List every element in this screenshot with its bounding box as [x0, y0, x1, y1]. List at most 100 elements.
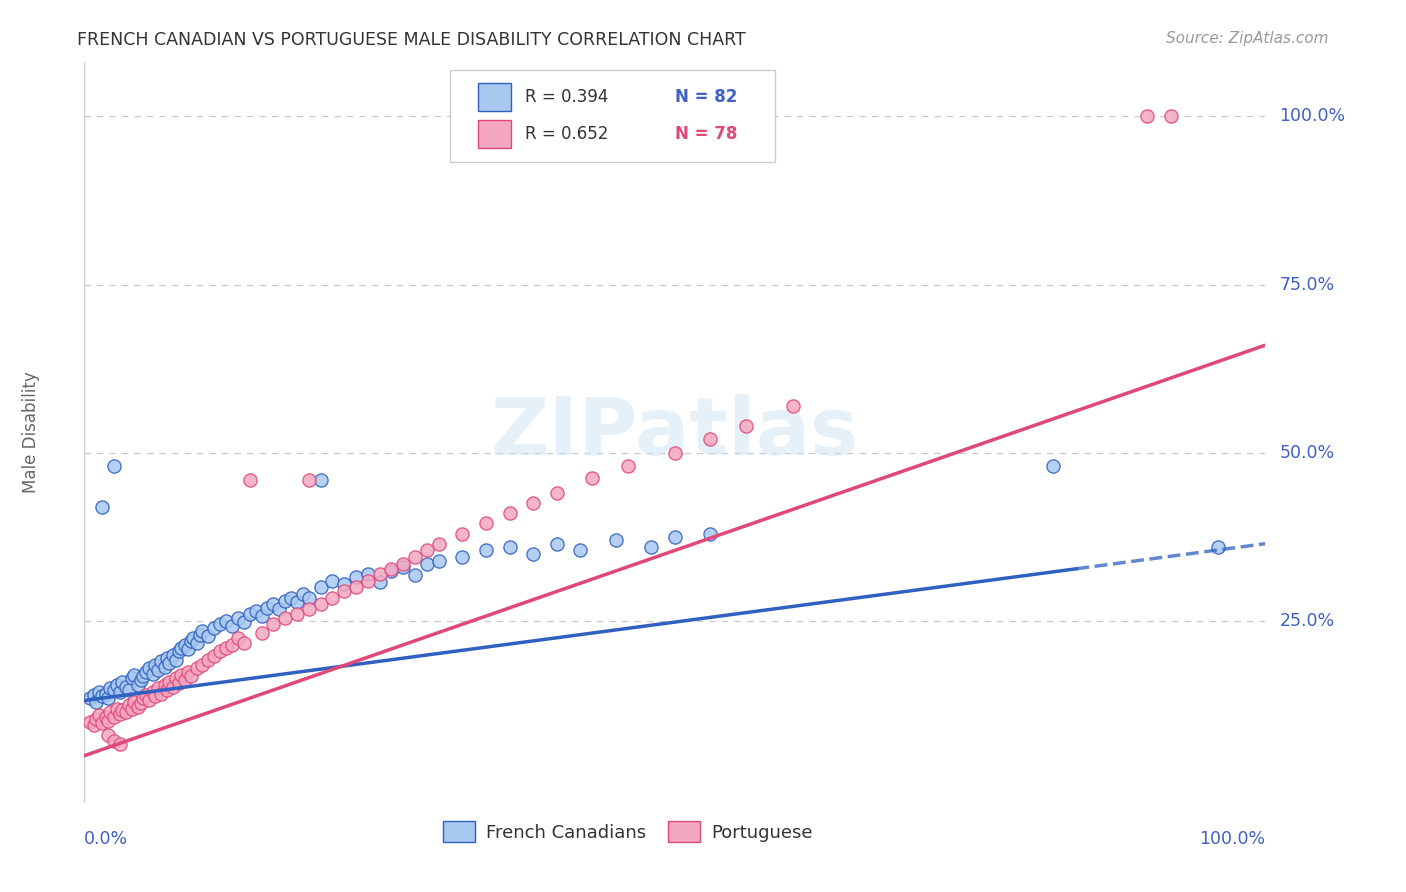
Point — [280, 591, 302, 605]
Point — [298, 473, 321, 487]
Point — [221, 638, 243, 652]
Point — [94, 709, 117, 723]
Point — [108, 737, 131, 751]
Point — [416, 557, 439, 571]
Point — [699, 433, 721, 447]
Text: 0.0%: 0.0% — [84, 830, 128, 847]
Point — [98, 681, 121, 696]
Point — [664, 530, 686, 544]
Point — [108, 706, 131, 721]
Point — [87, 708, 110, 723]
Point — [664, 446, 686, 460]
Point — [114, 705, 136, 719]
Point — [135, 665, 157, 679]
Point — [357, 566, 380, 581]
Point — [262, 617, 284, 632]
Text: FRENCH CANADIAN VS PORTUGUESE MALE DISABILITY CORRELATION CHART: FRENCH CANADIAN VS PORTUGUESE MALE DISAB… — [77, 31, 747, 49]
Point — [142, 666, 165, 681]
Point — [121, 701, 143, 715]
Point — [79, 714, 101, 729]
Point — [569, 543, 592, 558]
Point — [321, 574, 343, 588]
Point — [191, 657, 214, 672]
Point — [699, 526, 721, 541]
Point — [333, 577, 356, 591]
Point — [83, 688, 105, 702]
Point — [734, 418, 756, 433]
Point — [156, 651, 179, 665]
Point — [186, 661, 208, 675]
Point — [129, 673, 152, 688]
Point — [188, 627, 211, 641]
Point — [250, 608, 273, 623]
Point — [309, 473, 332, 487]
Point — [103, 734, 125, 748]
Point — [97, 729, 120, 743]
Point — [156, 682, 179, 697]
Point — [162, 680, 184, 694]
Point — [166, 671, 188, 685]
Point — [256, 600, 278, 615]
Text: R = 0.394: R = 0.394 — [524, 88, 609, 106]
Point — [309, 581, 332, 595]
Point — [135, 688, 157, 702]
Point — [157, 674, 180, 689]
Point — [427, 536, 450, 550]
Point — [368, 575, 391, 590]
Point — [392, 560, 415, 574]
Point — [143, 657, 166, 672]
Point — [162, 648, 184, 662]
Point — [177, 642, 200, 657]
Point — [98, 705, 121, 719]
Point — [180, 669, 202, 683]
Point — [153, 678, 176, 692]
Text: 50.0%: 50.0% — [1279, 444, 1334, 462]
Point — [146, 663, 169, 677]
Point — [475, 543, 498, 558]
Point — [173, 673, 195, 688]
Point — [215, 614, 238, 628]
Point — [197, 629, 219, 643]
Point — [197, 653, 219, 667]
Point — [180, 634, 202, 648]
Point — [79, 691, 101, 706]
Point — [291, 587, 314, 601]
Point — [138, 661, 160, 675]
Point — [84, 695, 107, 709]
Point — [250, 626, 273, 640]
Point — [87, 685, 110, 699]
Point — [640, 540, 662, 554]
Point — [97, 690, 120, 705]
Point — [782, 399, 804, 413]
Point — [91, 690, 114, 704]
Point — [404, 550, 426, 565]
Point — [451, 526, 474, 541]
Point — [404, 568, 426, 582]
Point — [416, 543, 439, 558]
Point — [209, 644, 232, 658]
Point — [111, 703, 134, 717]
Point — [142, 685, 165, 699]
Point — [498, 540, 520, 554]
FancyBboxPatch shape — [478, 120, 510, 148]
Text: 25.0%: 25.0% — [1279, 612, 1334, 630]
Point — [380, 564, 402, 578]
Point — [616, 459, 638, 474]
FancyBboxPatch shape — [450, 70, 775, 162]
Point — [114, 680, 136, 694]
Point — [138, 693, 160, 707]
Point — [83, 718, 105, 732]
Point — [122, 668, 145, 682]
Point — [232, 615, 254, 630]
Point — [344, 570, 367, 584]
Point — [170, 668, 193, 682]
Point — [177, 665, 200, 679]
Point — [103, 709, 125, 723]
Point — [309, 597, 332, 611]
Point — [186, 635, 208, 649]
Point — [333, 583, 356, 598]
Point — [368, 566, 391, 581]
Point — [215, 640, 238, 655]
Point — [209, 617, 232, 632]
Point — [103, 459, 125, 474]
